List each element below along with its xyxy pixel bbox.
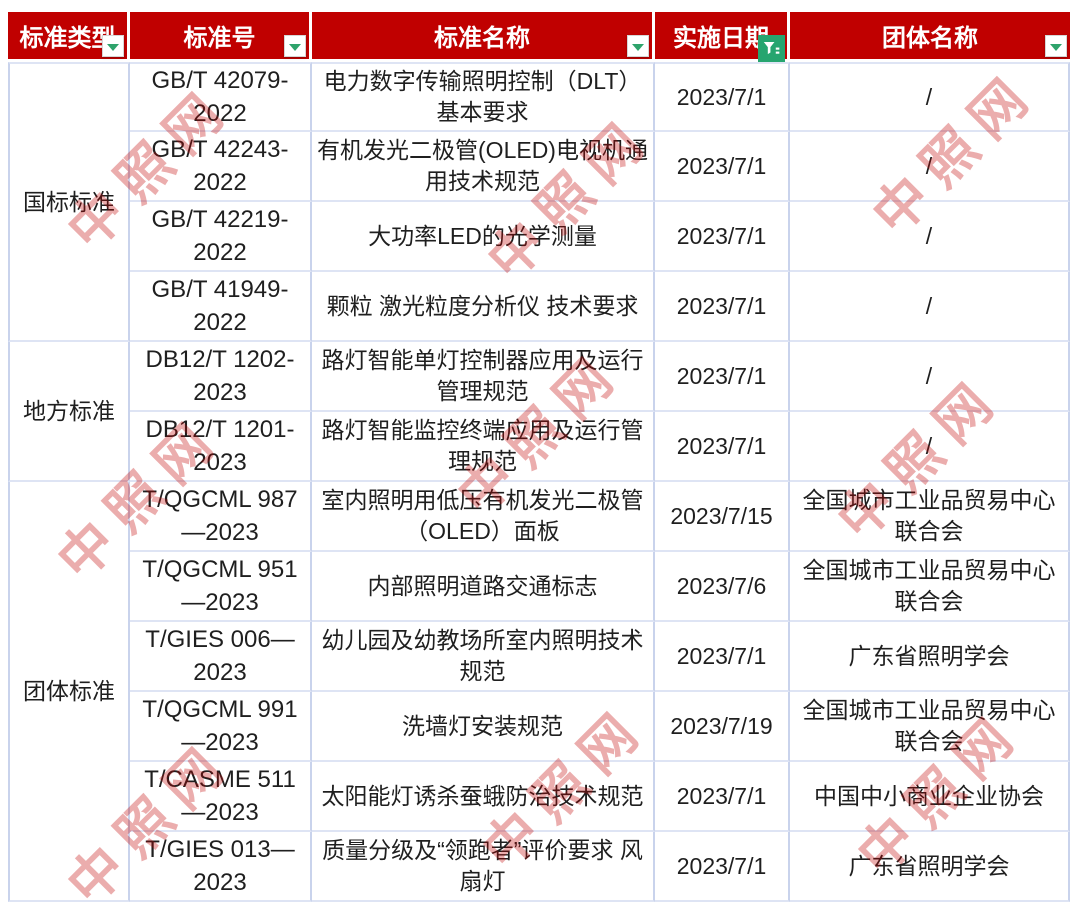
table-row: GB/T 41949-2022 颗粒 激光粒度分析仪 技术要求 2023/7/1… [8, 272, 1070, 342]
cell-standard-no: T/QGCML 991—2023 [130, 692, 312, 762]
cell-org: / [790, 62, 1070, 132]
dropdown-arrow-icon [1050, 43, 1062, 51]
cell-standard-no: GB/T 42219-2022 [130, 202, 312, 272]
filter-applied-button[interactable] [758, 35, 785, 62]
cell-standard-name: 电力数字传输照明控制（DLT）基本要求 [312, 62, 655, 132]
column-header-standard-name: 标准名称 [312, 12, 655, 62]
table-row: T/CASME 511—2023 太阳能灯诱杀蚕蛾防治技术规范 2023/7/1… [8, 762, 1070, 832]
cell-standard-no: T/QGCML 951—2023 [130, 552, 312, 622]
cell-standard-name: 室内照明用低压有机发光二极管（OLED）面板 [312, 482, 655, 552]
cell-standard-type-group: 地方标准 [8, 342, 130, 482]
cell-standard-name: 太阳能灯诱杀蚕蛾防治技术规范 [312, 762, 655, 832]
cell-standard-name: 颗粒 激光粒度分析仪 技术要求 [312, 272, 655, 342]
column-header-label: 标准类型 [19, 25, 116, 52]
filter-dropdown-button[interactable] [627, 35, 649, 57]
cell-org: 全国城市工业品贸易中心联合会 [790, 482, 1070, 552]
cell-standard-name: 内部照明道路交通标志 [312, 552, 655, 622]
cell-standard-name: 路灯智能单灯控制器应用及运行管理规范 [312, 342, 655, 412]
cell-standard-no: T/GIES 006—2023 [130, 622, 312, 692]
cell-org: 广东省照明学会 [790, 832, 1070, 902]
cell-standard-type-group: 国标标准 [8, 62, 130, 342]
table-row: T/QGCML 991—2023 洗墙灯安装规范 2023/7/19 全国城市工… [8, 692, 1070, 762]
cell-standard-name: 路灯智能监控终端应用及运行管理规范 [312, 412, 655, 482]
cell-date: 2023/7/15 [655, 482, 790, 552]
cell-standard-no: GB/T 41949-2022 [130, 272, 312, 342]
cell-org: / [790, 202, 1070, 272]
cell-standard-no: T/QGCML 987—2023 [130, 482, 312, 552]
cell-org: 全国城市工业品贸易中心联合会 [790, 692, 1070, 762]
column-header-standard-no: 标准号 [130, 12, 312, 62]
cell-org: / [790, 272, 1070, 342]
column-header-standard-type: 标准类型 [8, 12, 130, 62]
cell-org: / [790, 132, 1070, 202]
cell-standard-name: 有机发光二极管(OLED)电视机通用技术规范 [312, 132, 655, 202]
column-header-org-name: 团体名称 [790, 12, 1070, 62]
cell-org: / [790, 412, 1070, 482]
column-header-label: 团体名称 [882, 25, 978, 52]
filter-dropdown-button[interactable] [1045, 35, 1067, 57]
cell-date: 2023/7/1 [655, 342, 790, 412]
dropdown-arrow-icon [289, 43, 301, 51]
cell-date: 2023/7/6 [655, 552, 790, 622]
cell-date: 2023/7/1 [655, 272, 790, 342]
column-header-implementation-date: 实施日期 [655, 12, 790, 62]
cell-standard-no: GB/T 42079-2022 [130, 62, 312, 132]
cell-standard-no: DB12/T 1201-2023 [130, 412, 312, 482]
table-row: 团体标准 T/QGCML 987—2023 室内照明用低压有机发光二极管（OLE… [8, 482, 1070, 902]
cell-date: 2023/7/1 [655, 62, 790, 132]
column-header-label: 标准名称 [434, 25, 530, 52]
table-row: GB/T 42243-2022 有机发光二极管(OLED)电视机通用技术规范 2… [8, 132, 1070, 202]
cell-standard-name: 幼儿园及幼教场所室内照明技术规范 [312, 622, 655, 692]
cell-standard-type-group: 团体标准 [8, 482, 130, 902]
cell-standard-no: T/GIES 013—2023 [130, 832, 312, 902]
cell-date: 2023/7/1 [655, 622, 790, 692]
cell-org: 全国城市工业品贸易中心联合会 [790, 552, 1070, 622]
filter-dropdown-button[interactable] [284, 35, 306, 57]
header-row: 标准类型 标准号 标准名称 实施日期 [8, 12, 1070, 62]
table-row: DB12/T 1201-2023 路灯智能监控终端应用及运行管理规范 2023/… [8, 412, 1070, 482]
filter-dropdown-button[interactable] [102, 35, 124, 57]
column-header-label: 标准号 [183, 25, 256, 52]
cell-date: 2023/7/1 [655, 132, 790, 202]
cell-org: 广东省照明学会 [790, 622, 1070, 692]
table-row: T/QGCML 951—2023 内部照明道路交通标志 2023/7/6 全国城… [8, 552, 1070, 622]
table-row: 地方标准 DB12/T 1202-2023 路灯智能单灯控制器应用及运行管理规范… [8, 342, 1070, 482]
cell-standard-no: T/CASME 511—2023 [130, 762, 312, 832]
dropdown-arrow-icon [632, 43, 644, 51]
standards-table: 标准类型 标准号 标准名称 实施日期 [8, 12, 1070, 902]
cell-standard-name: 洗墙灯安装规范 [312, 692, 655, 762]
cell-standard-no: GB/T 42243-2022 [130, 132, 312, 202]
cell-standard-name: 质量分级及“领跑者”评价要求 风扇灯 [312, 832, 655, 902]
cell-date: 2023/7/1 [655, 202, 790, 272]
table-row: T/GIES 006—2023 幼儿园及幼教场所室内照明技术规范 2023/7/… [8, 622, 1070, 692]
column-header-label: 实施日期 [673, 25, 769, 52]
table-row: T/GIES 013—2023 质量分级及“领跑者”评价要求 风扇灯 2023/… [8, 832, 1070, 902]
cell-date: 2023/7/1 [655, 412, 790, 482]
cell-date: 2023/7/1 [655, 832, 790, 902]
cell-org: / [790, 342, 1070, 412]
cell-org: 中国中小商业企业协会 [790, 762, 1070, 832]
cell-date: 2023/7/19 [655, 692, 790, 762]
cell-date: 2023/7/1 [655, 762, 790, 832]
table-row: GB/T 42219-2022 大功率LED的光学测量 2023/7/1 / [8, 202, 1070, 272]
cell-standard-name: 大功率LED的光学测量 [312, 202, 655, 272]
filter-applied-icon [763, 41, 780, 55]
table-row: 国标标准 GB/T 42079-2022 电力数字传输照明控制（DLT）基本要求… [8, 62, 1070, 342]
dropdown-arrow-icon [107, 43, 119, 51]
cell-standard-no: DB12/T 1202-2023 [130, 342, 312, 412]
